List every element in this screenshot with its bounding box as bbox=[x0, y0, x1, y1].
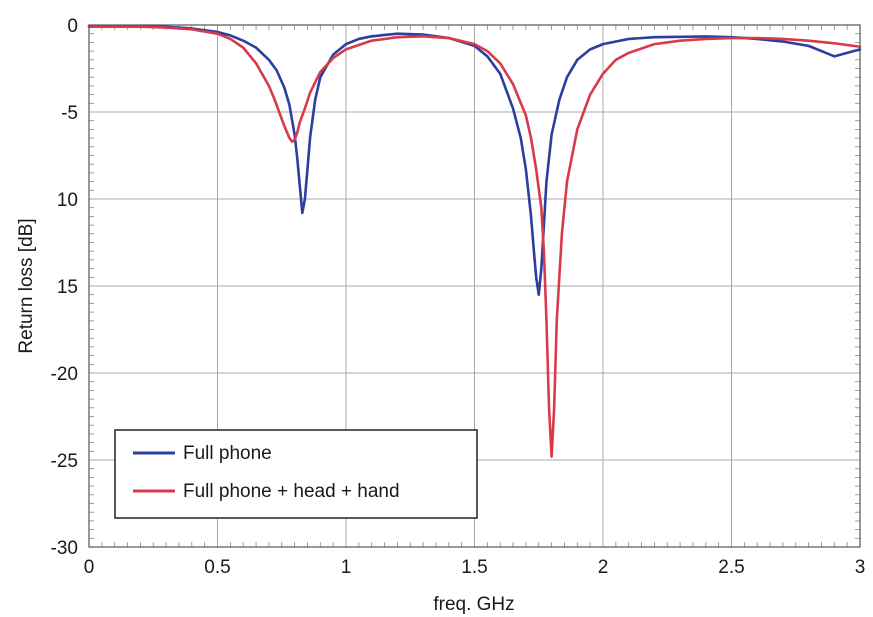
x-tick-label: 2 bbox=[598, 557, 609, 578]
series-line-full-phone bbox=[87, 24, 862, 296]
legend-box bbox=[114, 429, 478, 519]
x-tick-label: 0.5 bbox=[204, 557, 230, 578]
plot-frame bbox=[88, 24, 861, 548]
y-axis-label: Return loss [dB] bbox=[16, 218, 37, 353]
x-tick-label: 0 bbox=[84, 557, 95, 578]
x-tick-label: 3 bbox=[855, 557, 866, 578]
x-tick-labels: 0 0.5 1 1.5 2 2.5 3 bbox=[84, 557, 866, 578]
y-tick-label: -30 bbox=[51, 538, 78, 559]
legend-label-full-phone: Full phone bbox=[183, 443, 272, 464]
x-axis-label: freq. GHz bbox=[433, 594, 514, 615]
y-tick-label: 10 bbox=[57, 190, 78, 211]
x-tick-label: 1.5 bbox=[461, 557, 487, 578]
legend: Full phone Full phone + head + hand bbox=[114, 429, 478, 519]
series-group bbox=[87, 24, 862, 458]
y-tick-label: -25 bbox=[51, 451, 78, 472]
y-tick-labels: 0 -5 10 15 -20 -25 -30 bbox=[51, 16, 78, 559]
y-tick-label: -5 bbox=[61, 103, 78, 124]
x-tick-label: 1 bbox=[341, 557, 352, 578]
y-tick-label: 15 bbox=[57, 277, 78, 298]
series-line-full-phone-head-hand bbox=[87, 25, 862, 458]
x-tick-label: 2.5 bbox=[718, 557, 744, 578]
y-tick-label: 0 bbox=[67, 16, 78, 37]
legend-label-full-phone-head-hand: Full phone + head + hand bbox=[183, 481, 400, 502]
y-tick-label: -20 bbox=[51, 364, 78, 385]
